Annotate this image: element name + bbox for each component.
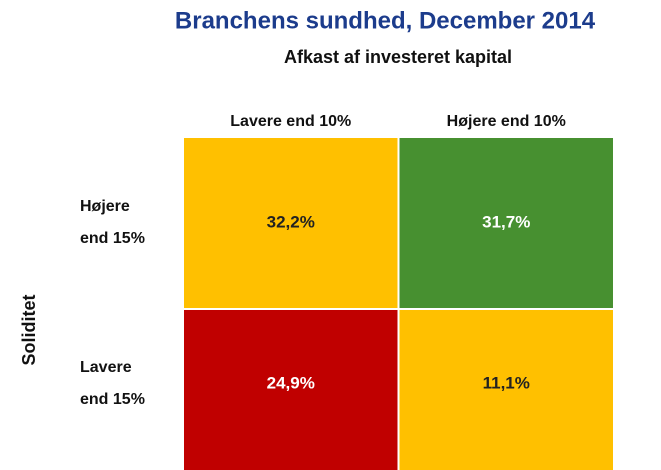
cell-value: 32,2%: [267, 212, 315, 231]
row-label: end 15%: [80, 391, 145, 408]
row-label: Lavere: [80, 359, 132, 376]
row-label: Højere: [80, 198, 130, 215]
column-header: Lavere end 10%: [230, 113, 351, 130]
cell-value: 31,7%: [482, 212, 530, 231]
subtitle: Afkast af investeret kapital: [284, 47, 512, 67]
title: Branchens sundhed, December 2014: [175, 7, 596, 34]
column-header: Højere end 10%: [447, 113, 566, 130]
row-label: end 15%: [80, 230, 145, 247]
cell: [397, 308, 615, 470]
y-label: Soliditet: [19, 294, 39, 365]
cell: [397, 136, 615, 310]
cell: [182, 136, 400, 310]
cell-value: 24,9%: [267, 373, 315, 392]
cell: [182, 308, 400, 470]
cell-value: 11,1%: [483, 373, 530, 392]
